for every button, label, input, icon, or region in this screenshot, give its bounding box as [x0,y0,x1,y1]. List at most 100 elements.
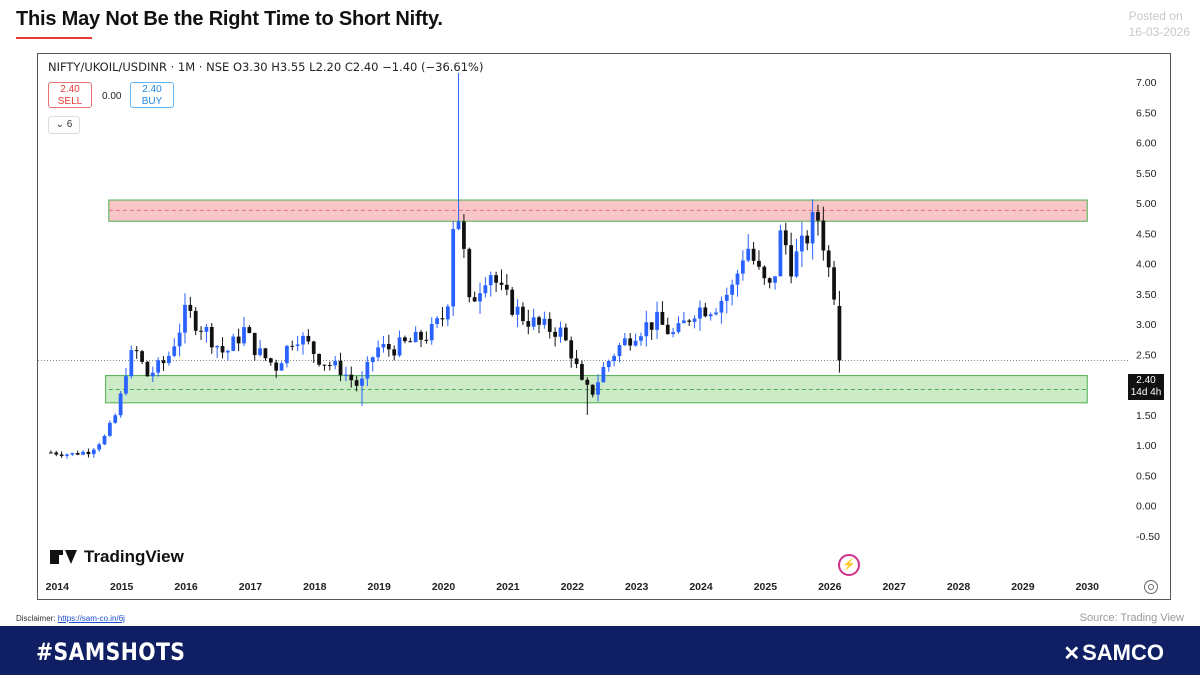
candle-body [97,444,102,450]
candle-body [687,320,692,322]
candle-body [515,306,520,315]
candle-body [424,339,429,341]
candle-body [467,248,472,298]
samco-logo[interactable]: ✕ SAMCO [1063,640,1164,666]
candle-body [102,435,107,445]
candle-body [91,449,96,455]
candle-body [746,248,751,261]
candle-body [483,285,488,294]
candle-body [86,451,91,455]
candle-body [526,321,531,327]
candle-body [698,307,702,319]
sell-button[interactable]: 2.40 SELL [48,82,92,108]
candle-body [397,337,402,356]
tradingview-wordmark: TradingView [84,547,184,566]
candle-body [161,360,166,364]
candle-body [317,354,321,365]
candle-body [574,358,579,365]
candle-body [134,350,139,352]
bar-countdown: 14d 4h [1130,387,1162,398]
candle-body [778,230,783,277]
x-tick-label: 2025 [754,581,778,593]
candle-body [419,331,423,340]
candle-body [59,454,64,456]
candle-body [440,318,445,320]
hashtag-label: #SAMSHOTS [36,638,186,666]
candle-body [681,320,686,324]
candle-body [386,344,391,350]
candle-body [108,422,112,436]
candle-body [789,245,794,277]
disclaimer-label: Disclaimer: [16,614,56,623]
candle-body [542,318,547,325]
candle-body [65,454,69,456]
candle-body [199,330,203,332]
candle-body [285,345,289,364]
sell-value: 2.40 [60,84,80,95]
candle-body [209,326,214,348]
candle-body [354,380,359,386]
candle-body [156,360,161,373]
candle-body [767,278,772,283]
candlestick-chart[interactable]: 7.00 6.50 6.00 5.50 5.00 4.50 4.00 3.50 3.00 2.50… [38,54,1170,599]
candle-body [622,338,627,346]
tradingview-logo[interactable]: TradingView [50,547,184,567]
indicator-toggle[interactable]: ⌄ 6 [48,116,80,134]
candle-body [150,372,155,377]
bolt-icon[interactable]: ⚡ [838,554,860,576]
candle-body [231,336,236,351]
candle-body [810,212,815,244]
candle-body [585,379,590,385]
candle-body [563,327,568,341]
candle-body [124,376,128,394]
candle-body [553,331,557,337]
candle-body [590,384,595,395]
candle-body [472,297,477,302]
candle-body [236,336,241,344]
candle-body [580,364,584,380]
buy-label: BUY [141,96,163,107]
candle-body [54,452,59,455]
indicator-count: 6 [66,119,73,130]
candle-body [547,318,552,332]
candle-body [783,230,788,246]
y-tick-label: 2.50 [1136,349,1157,361]
candle-body [617,345,622,357]
candle-body [118,393,123,416]
symbol-ohlc-line: NIFTY/UKOIL/USDINR · 1M · NSE O3.30 H3.5… [48,60,484,74]
candle-body [215,346,220,348]
y-tick-label: -0.50 [1136,531,1160,543]
x-tick-label: 2023 [625,581,649,593]
buy-button[interactable]: 2.40 BUY [130,82,174,108]
candle-body [644,322,649,337]
candle-body [510,289,515,315]
candle-body [445,306,450,320]
chart-panel[interactable]: 7.00 6.50 6.00 5.50 5.00 4.50 4.00 3.50 3.00 2.50… [37,53,1171,600]
y-tick-label: 4.00 [1136,259,1157,271]
y-tick-label: 5.00 [1136,198,1157,210]
settings-icon[interactable] [1144,580,1158,594]
disclaimer-link[interactable]: https://sam-co.in/6j [57,614,125,623]
candle-body [75,453,80,455]
y-tick-label: 0.00 [1136,501,1157,513]
candle-body [295,344,300,346]
candle-body [274,362,279,371]
candle-body [821,220,826,251]
candle-body [349,374,354,381]
candle-body [327,365,332,367]
candle-body [306,335,311,342]
candle-body [172,346,177,356]
candle-body [606,361,611,368]
candle-body [628,338,633,346]
candle-body [204,326,209,332]
candle-body [338,360,343,376]
candle-body [322,364,327,366]
candle-body [301,335,305,345]
candle-body [719,300,724,313]
candle-body [794,251,799,277]
candle-body [837,305,842,361]
x-tick-label: 2029 [1011,581,1035,593]
y-tick-label: 4.50 [1136,228,1157,240]
candle-body [773,276,777,283]
candle-body [167,355,171,364]
